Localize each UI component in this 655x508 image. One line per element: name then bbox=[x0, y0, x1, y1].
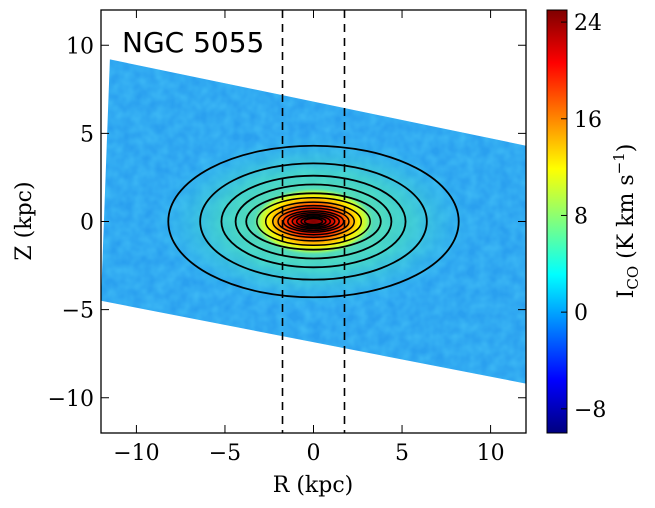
contour-15 bbox=[303, 217, 324, 226]
x-tick-label: 0 bbox=[307, 441, 321, 466]
colorbar bbox=[546, 9, 568, 434]
core-emission bbox=[253, 188, 374, 255]
colorbar-label-main: I bbox=[614, 290, 639, 299]
contour-10 bbox=[282, 210, 345, 233]
y-tick-label: 0 bbox=[80, 211, 94, 236]
contour-7 bbox=[264, 201, 363, 242]
colorbar-tick-label: 8 bbox=[574, 204, 588, 229]
contour-14 bbox=[300, 216, 327, 227]
contour-13 bbox=[295, 215, 332, 228]
x-tick-label: −5 bbox=[209, 441, 241, 466]
y-tick-label: −5 bbox=[62, 299, 94, 324]
colorbar-label: ICO (K km s−1) bbox=[610, 144, 642, 299]
y-axis-label: Z (kpc) bbox=[12, 181, 37, 260]
x-tick-label: −10 bbox=[113, 441, 159, 466]
contour-5 bbox=[245, 192, 382, 251]
contour-9 bbox=[277, 207, 350, 236]
colorbar-label-sup: −1 bbox=[610, 152, 628, 174]
colorbar-tick-label: 0 bbox=[574, 301, 588, 326]
dashed-line-group bbox=[281, 10, 346, 433]
y-axis-ticks: 10 5 0 −5 −10 bbox=[48, 34, 526, 412]
heatmap-layer bbox=[101, 10, 526, 433]
contour-2 bbox=[199, 162, 428, 281]
x-axis-ticks: −10 −5 0 5 10 bbox=[113, 10, 505, 466]
contour-11 bbox=[287, 211, 340, 232]
colorbar-tick-label: −8 bbox=[574, 398, 606, 423]
contour-group bbox=[167, 144, 460, 299]
y-tick-label: −10 bbox=[48, 387, 94, 412]
colorbar-tick-label: 16 bbox=[574, 108, 602, 133]
colorbar-label-sub: CO bbox=[624, 266, 642, 290]
colorbar-label-close: ) bbox=[614, 144, 639, 153]
x-tick-label: 5 bbox=[395, 441, 409, 466]
contour-6 bbox=[256, 196, 371, 247]
contour-12 bbox=[291, 213, 336, 230]
x-tick-label: 10 bbox=[477, 441, 505, 466]
y-tick-label: 5 bbox=[80, 122, 94, 147]
colorbar-label-units: (K km s bbox=[614, 174, 639, 265]
contour-3 bbox=[220, 174, 407, 269]
contour-4 bbox=[234, 183, 393, 260]
colorbar-tick-label: 24 bbox=[574, 11, 602, 36]
contour-8 bbox=[272, 204, 355, 239]
galaxy-title: NGC 5055 bbox=[122, 26, 264, 59]
colorbar-ticks: 24 16 8 0 −8 bbox=[561, 11, 606, 423]
x-axis-label: R (kpc) bbox=[273, 473, 353, 498]
contour-1 bbox=[167, 144, 460, 299]
y-tick-label: 10 bbox=[66, 34, 94, 59]
